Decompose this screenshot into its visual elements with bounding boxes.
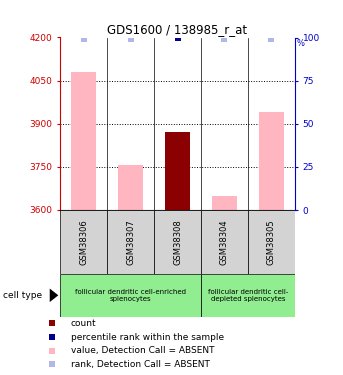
Bar — [107, 210, 154, 274]
Point — [81, 36, 86, 42]
Text: GSM38307: GSM38307 — [126, 219, 135, 265]
Bar — [212, 196, 237, 210]
Bar — [248, 210, 295, 274]
Point — [222, 36, 227, 42]
Point — [175, 34, 180, 40]
Text: rank, Detection Call = ABSENT: rank, Detection Call = ABSENT — [71, 360, 210, 369]
Bar — [60, 210, 107, 274]
Title: GDS1600 / 138985_r_at: GDS1600 / 138985_r_at — [107, 23, 248, 36]
Text: GSM38306: GSM38306 — [79, 219, 88, 265]
Bar — [165, 132, 190, 210]
Bar — [71, 72, 96, 210]
Text: follicular dendritic cell-
depleted splenocytes: follicular dendritic cell- depleted sple… — [208, 289, 288, 302]
Point — [49, 362, 55, 368]
Point — [49, 334, 55, 340]
Text: GSM38305: GSM38305 — [267, 219, 276, 265]
Text: percentile rank within the sample: percentile rank within the sample — [71, 333, 224, 342]
Point — [49, 320, 55, 326]
Bar — [60, 274, 201, 317]
Text: cell type: cell type — [3, 291, 43, 300]
Point — [49, 348, 55, 354]
Bar — [154, 210, 201, 274]
Bar — [201, 210, 248, 274]
Text: %: % — [297, 39, 305, 48]
Point — [128, 36, 133, 42]
Point — [269, 36, 274, 42]
Text: GSM38304: GSM38304 — [220, 219, 229, 265]
Text: value, Detection Call = ABSENT: value, Detection Call = ABSENT — [71, 346, 214, 355]
Bar — [259, 112, 284, 210]
Bar — [118, 165, 143, 210]
Text: count: count — [71, 319, 96, 328]
Polygon shape — [50, 289, 58, 302]
Text: follicular dendritic cell-enriched
splenocytes: follicular dendritic cell-enriched splen… — [75, 289, 186, 302]
Text: GSM38308: GSM38308 — [173, 219, 182, 265]
Bar — [201, 274, 295, 317]
